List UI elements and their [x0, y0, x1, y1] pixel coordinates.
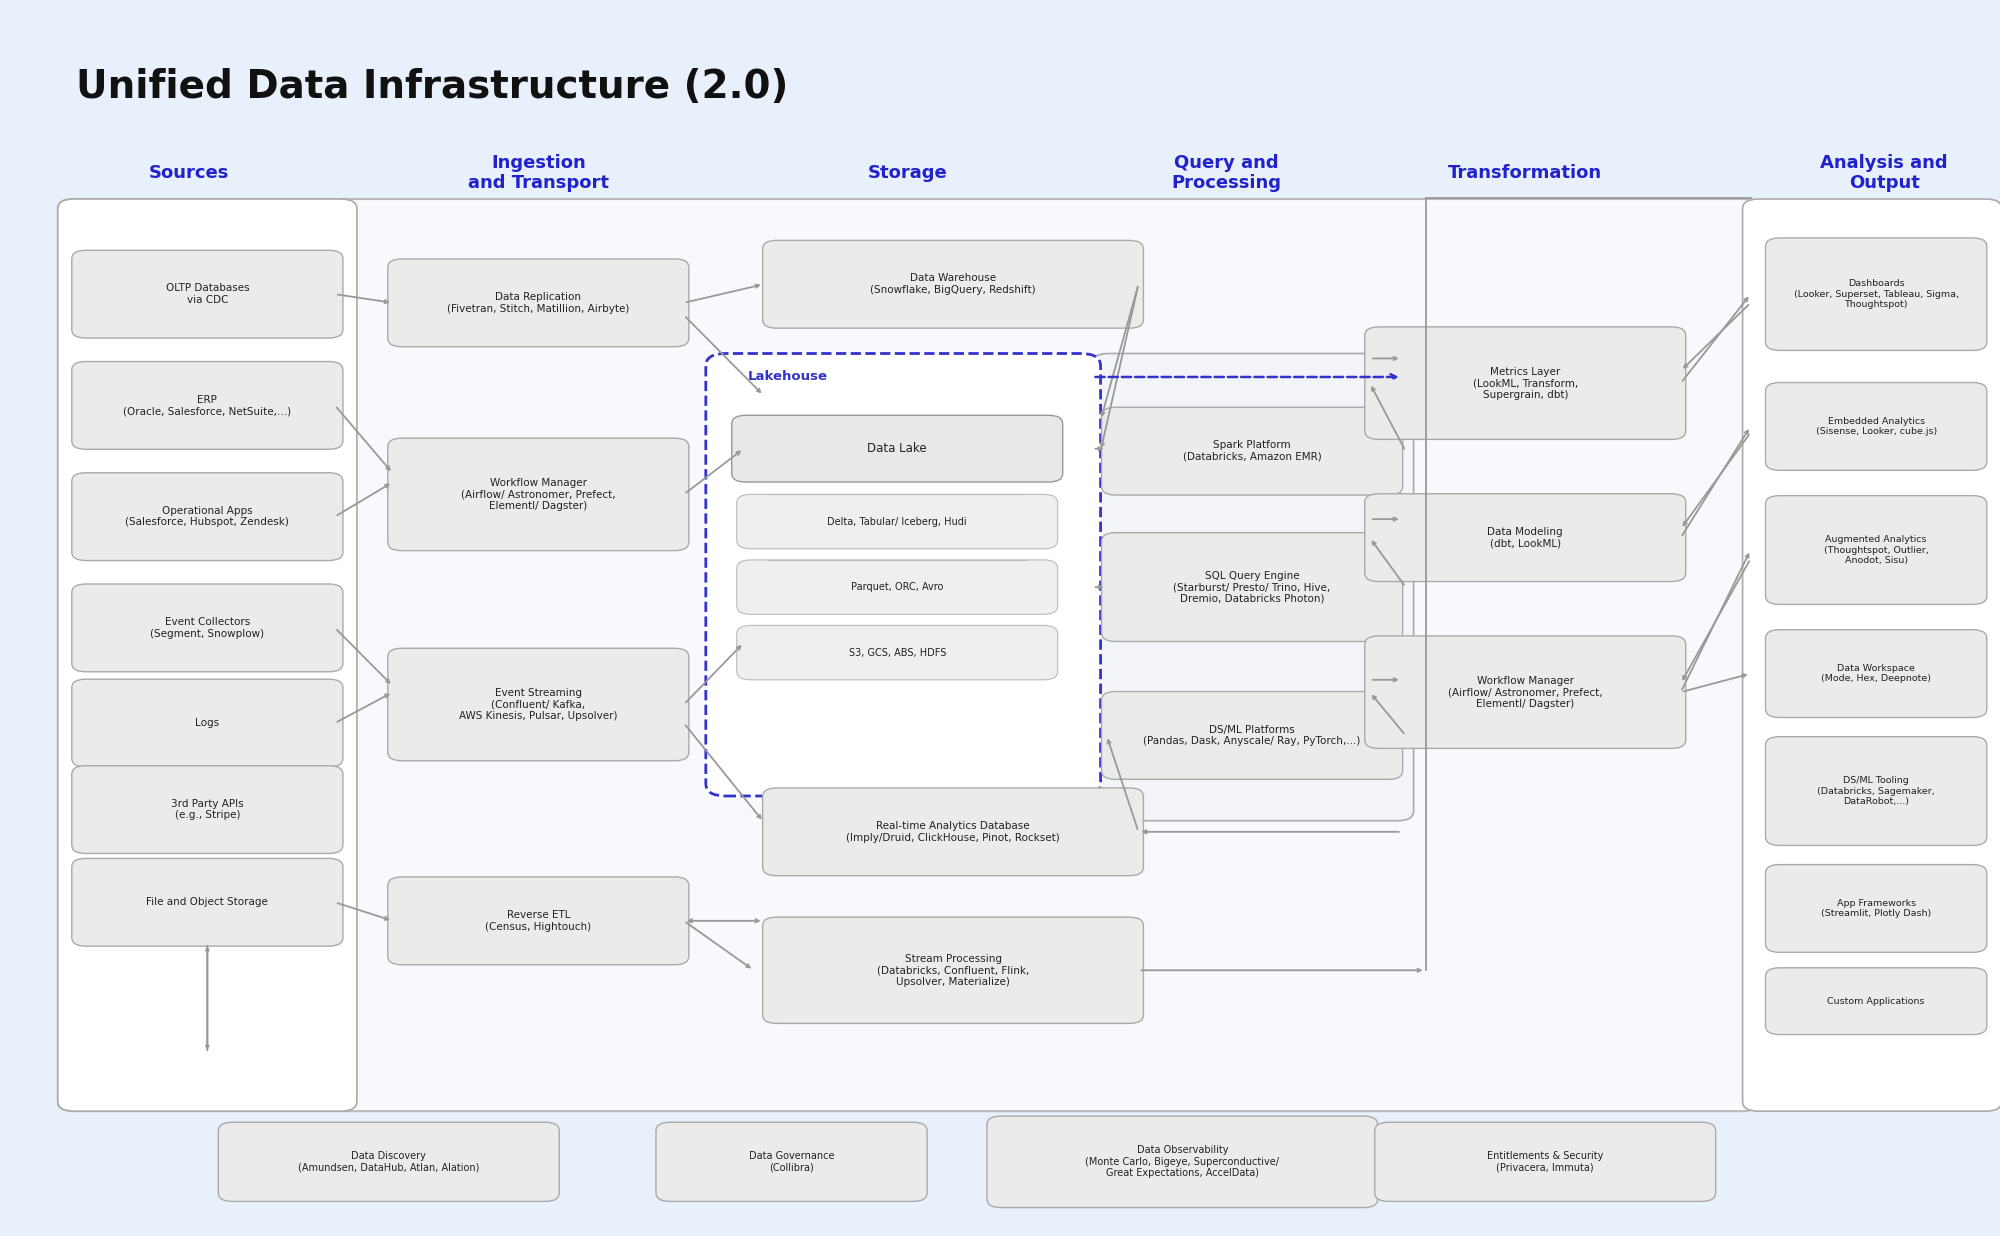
FancyBboxPatch shape — [388, 878, 688, 964]
Text: Data Governance
(Collibra): Data Governance (Collibra) — [748, 1151, 834, 1173]
FancyBboxPatch shape — [762, 917, 1144, 1023]
FancyBboxPatch shape — [388, 648, 688, 761]
FancyBboxPatch shape — [1766, 968, 1986, 1035]
Text: Entitlements & Security
(Privacera, Immuta): Entitlements & Security (Privacera, Immu… — [1488, 1151, 1604, 1173]
FancyBboxPatch shape — [72, 680, 342, 766]
Text: Operational Apps
(Salesforce, Hubspot, Zendesk): Operational Apps (Salesforce, Hubspot, Z… — [126, 506, 290, 528]
FancyBboxPatch shape — [706, 353, 1100, 796]
Text: File and Object Storage: File and Object Storage — [146, 897, 268, 907]
Text: Lakehouse: Lakehouse — [748, 371, 828, 383]
Text: Parquet, ORC, Avro: Parquet, ORC, Avro — [852, 582, 944, 592]
FancyBboxPatch shape — [72, 473, 342, 561]
Text: SQL Query Engine
(Starburst/ Presto/ Trino, Hive,
Dremio, Databricks Photon): SQL Query Engine (Starburst/ Presto/ Tri… — [1174, 571, 1330, 603]
Text: Spark Platform
(Databricks, Amazon EMR): Spark Platform (Databricks, Amazon EMR) — [1182, 440, 1322, 462]
Text: Storage: Storage — [868, 164, 948, 182]
Text: Sources: Sources — [150, 164, 230, 182]
FancyBboxPatch shape — [1364, 328, 1686, 440]
FancyBboxPatch shape — [1364, 493, 1686, 582]
FancyBboxPatch shape — [58, 199, 356, 1111]
Text: Event Streaming
(Confluent/ Kafka,
AWS Kinesis, Pulsar, Upsolver): Event Streaming (Confluent/ Kafka, AWS K… — [460, 688, 618, 721]
FancyBboxPatch shape — [1092, 353, 1414, 821]
Text: Custom Applications: Custom Applications — [1828, 996, 1924, 1006]
Text: Data Warehouse
(Snowflake, BigQuery, Redshift): Data Warehouse (Snowflake, BigQuery, Red… — [870, 273, 1036, 295]
FancyBboxPatch shape — [72, 583, 342, 672]
FancyBboxPatch shape — [388, 260, 688, 347]
Text: Workflow Manager
(Airflow/ Astronomer, Prefect,
Elementl/ Dagster): Workflow Manager (Airflow/ Astronomer, P… — [1448, 676, 1602, 708]
FancyBboxPatch shape — [656, 1122, 928, 1201]
FancyBboxPatch shape — [762, 789, 1144, 875]
Text: Real-time Analytics Database
(Imply/Druid, ClickHouse, Pinot, Rockset): Real-time Analytics Database (Imply/Drui… — [846, 821, 1060, 843]
Text: Data Lake: Data Lake — [868, 442, 928, 455]
Text: 3rd Party APIs
(e.g., Stripe): 3rd Party APIs (e.g., Stripe) — [172, 798, 244, 821]
Text: OLTP Databases
via CDC: OLTP Databases via CDC — [166, 283, 250, 305]
Text: S3, GCS, ABS, HDFS: S3, GCS, ABS, HDFS — [848, 648, 946, 658]
FancyBboxPatch shape — [1766, 630, 1986, 718]
Text: App Frameworks
(Streamlit, Plotly Dash): App Frameworks (Streamlit, Plotly Dash) — [1822, 899, 1932, 918]
Text: Workflow Manager
(Airflow/ Astronomer, Prefect,
Elementl/ Dagster): Workflow Manager (Airflow/ Astronomer, P… — [462, 478, 616, 510]
FancyBboxPatch shape — [218, 1122, 560, 1201]
FancyBboxPatch shape — [1102, 533, 1402, 641]
FancyBboxPatch shape — [1766, 865, 1986, 952]
FancyBboxPatch shape — [1766, 239, 1986, 351]
FancyBboxPatch shape — [388, 439, 688, 551]
FancyBboxPatch shape — [736, 494, 1058, 549]
Text: Metrics Layer
(LookML, Transform,
Supergrain, dbt): Metrics Layer (LookML, Transform, Superg… — [1472, 367, 1578, 399]
Text: Data Workspace
(Mode, Hex, Deepnote): Data Workspace (Mode, Hex, Deepnote) — [1822, 664, 1932, 684]
Text: Logs: Logs — [196, 718, 220, 728]
FancyBboxPatch shape — [1766, 737, 1986, 845]
FancyBboxPatch shape — [72, 250, 342, 339]
FancyBboxPatch shape — [1766, 383, 1986, 471]
FancyBboxPatch shape — [1102, 408, 1402, 496]
Text: Reverse ETL
(Census, Hightouch): Reverse ETL (Census, Hightouch) — [486, 910, 592, 932]
Text: ERP
(Oracle, Salesforce, NetSuite,...): ERP (Oracle, Salesforce, NetSuite,...) — [124, 394, 292, 417]
FancyBboxPatch shape — [72, 766, 342, 854]
FancyBboxPatch shape — [736, 625, 1058, 680]
Text: Embedded Analytics
(Sisense, Looker, cube.js): Embedded Analytics (Sisense, Looker, cub… — [1816, 417, 1936, 436]
Text: DS/ML Tooling
(Databricks, Sagemaker,
DataRobot,...): DS/ML Tooling (Databricks, Sagemaker, Da… — [1818, 776, 1936, 806]
FancyBboxPatch shape — [72, 859, 342, 947]
Text: Unified Data Infrastructure (2.0): Unified Data Infrastructure (2.0) — [76, 68, 788, 106]
Text: Delta, Tabular/ Iceberg, Hudi: Delta, Tabular/ Iceberg, Hudi — [828, 517, 968, 527]
FancyBboxPatch shape — [762, 240, 1144, 329]
Text: Data Discovery
(Amundsen, DataHub, Atlan, Alation): Data Discovery (Amundsen, DataHub, Atlan… — [298, 1151, 480, 1173]
FancyBboxPatch shape — [1766, 496, 1986, 604]
FancyBboxPatch shape — [986, 1116, 1378, 1208]
Text: Stream Processing
(Databricks, Confluent, Flink,
Upsolver, Materialize): Stream Processing (Databricks, Confluent… — [876, 954, 1030, 986]
FancyBboxPatch shape — [58, 199, 1758, 1111]
FancyBboxPatch shape — [736, 560, 1058, 614]
Text: DS/ML Platforms
(Pandas, Dask, Anyscale/ Ray, PyTorch,...): DS/ML Platforms (Pandas, Dask, Anyscale/… — [1144, 724, 1360, 747]
Text: Ingestion
and Transport: Ingestion and Transport — [468, 153, 608, 193]
Text: Query and
Processing: Query and Processing — [1172, 153, 1282, 193]
Text: Transformation: Transformation — [1448, 164, 1602, 182]
Text: Data Replication
(Fivetran, Stitch, Matillion, Airbyte): Data Replication (Fivetran, Stitch, Mati… — [448, 292, 630, 314]
FancyBboxPatch shape — [72, 361, 342, 450]
Text: Dashboards
(Looker, Superset, Tableau, Sigma,
Thoughtspot): Dashboards (Looker, Superset, Tableau, S… — [1794, 279, 1958, 309]
FancyBboxPatch shape — [1374, 1122, 1716, 1201]
Text: Augmented Analytics
(Thoughtspot, Outlier,
Anodot, Sisu): Augmented Analytics (Thoughtspot, Outlie… — [1824, 535, 1928, 565]
FancyBboxPatch shape — [1364, 635, 1686, 749]
Text: Analysis and
Output: Analysis and Output — [1820, 153, 1948, 193]
FancyBboxPatch shape — [1742, 199, 2000, 1111]
Text: Event Collectors
(Segment, Snowplow): Event Collectors (Segment, Snowplow) — [150, 617, 264, 639]
Text: Data Modeling
(dbt, LookML): Data Modeling (dbt, LookML) — [1488, 527, 1564, 549]
FancyBboxPatch shape — [1102, 692, 1402, 780]
Text: Data Observability
(Monte Carlo, Bigeye, Superconductive/
Great Expectations, Ac: Data Observability (Monte Carlo, Bigeye,… — [1086, 1146, 1280, 1178]
FancyBboxPatch shape — [732, 415, 1062, 482]
